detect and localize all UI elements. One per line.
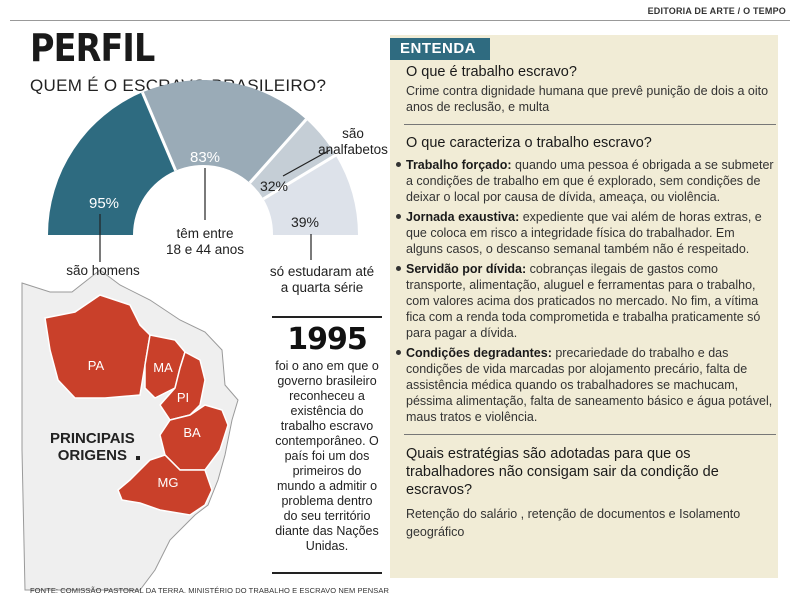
source-note: FONTE: COMISSÃO PASTORAL DA TERRA. MINIS… xyxy=(30,586,389,595)
year-box: 1995 foi o ano em que o governo brasilei… xyxy=(272,316,382,574)
stat-label-idade: têm entre 18 e 44 anos xyxy=(165,226,245,257)
state-label-pa: PA xyxy=(88,358,105,373)
stat-value-analfabetos: 32% xyxy=(260,178,288,194)
state-label-mg: MG xyxy=(158,475,179,490)
profile-graphic: 95% 83% 32% 39% PA MA PI BA MG xyxy=(21,79,358,591)
bullet-icon xyxy=(396,350,401,355)
bullet-icon xyxy=(396,162,401,167)
segment-estudo xyxy=(263,155,358,235)
divider xyxy=(404,434,776,435)
stat-label-homens: são homens xyxy=(66,263,140,278)
stat-value-homens: 95% xyxy=(89,195,119,212)
segment-analfabetos xyxy=(249,119,336,199)
credit-line: EDITORIA DE ARTE / O TEMPO xyxy=(647,6,786,16)
stat-value-estudo: 39% xyxy=(291,214,319,230)
explainer-panel xyxy=(390,35,778,578)
question-3: Quais estratégias são adotadas para que … xyxy=(406,446,719,498)
brazil-map: PA MA PI BA MG xyxy=(21,269,239,591)
question-2: O que caracteriza o trabalho escravo? xyxy=(406,135,652,151)
answer-3: Retenção do salário , retenção de docume… xyxy=(406,507,741,539)
bullet-icon xyxy=(396,266,401,271)
stat-value-idade: 83% xyxy=(190,149,220,166)
segment-idade xyxy=(142,79,307,183)
list-item: Jornada exaustiva: expediente que vai al… xyxy=(396,209,774,257)
answer-1: Crime contra dignidade humana que prevê … xyxy=(406,84,769,114)
segment-homens xyxy=(47,92,176,235)
stat-label-analfabetos: são analfabetos xyxy=(318,126,388,157)
list-item: Servidão por dívida: cobranças ilegais d… xyxy=(396,261,774,341)
state-ba xyxy=(159,404,229,471)
bullet-icon xyxy=(396,214,401,219)
state-label-pi: PI xyxy=(177,390,189,405)
panel-tag: ENTENDA xyxy=(390,38,490,60)
top-rule xyxy=(10,20,790,21)
panel-content: O que é trabalho escravo? Crime contra d… xyxy=(396,64,776,541)
divider xyxy=(404,124,776,125)
list-item: Trabalho forçado: quando uma pessoa é ob… xyxy=(396,157,774,205)
state-mg xyxy=(117,454,213,516)
state-label-ba: BA xyxy=(183,425,201,440)
year-value: 1995 xyxy=(287,322,368,357)
stat-label-estudo: só estudaram até a quarta série xyxy=(269,264,375,295)
map-title: PRINCIPAIS ORIGENS xyxy=(50,430,135,464)
list-item: Condições degradantes: precariedade do t… xyxy=(396,345,774,425)
year-description: foi o ano em que o governo brasileiro re… xyxy=(275,359,379,553)
capital-marker xyxy=(136,456,140,460)
page-title: PERFIL xyxy=(30,26,155,70)
state-label-ma: MA xyxy=(153,360,173,375)
question-1: O que é trabalho escravo? xyxy=(406,64,577,80)
